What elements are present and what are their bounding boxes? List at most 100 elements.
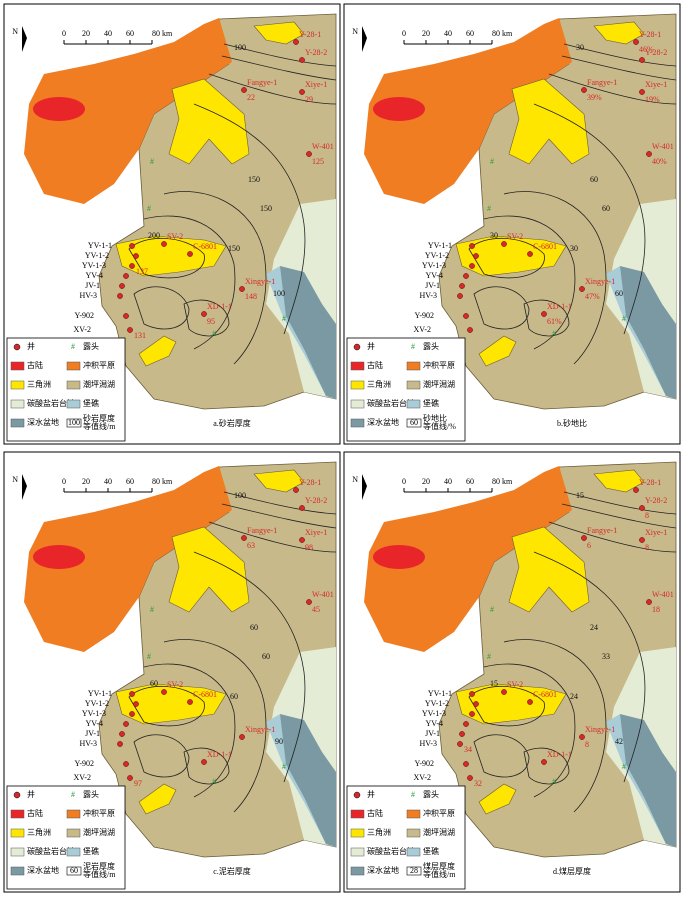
well-value: 32 bbox=[474, 779, 482, 788]
legend-label: 潮坪潟湖 bbox=[423, 379, 455, 389]
legend-swatch bbox=[350, 380, 365, 390]
scale-label: 60 bbox=[466, 477, 474, 486]
well bbox=[161, 689, 167, 695]
well-name: JV-1 bbox=[425, 729, 440, 738]
legend-outcrop: # bbox=[71, 342, 75, 351]
well bbox=[201, 311, 207, 317]
well-value: 39% bbox=[587, 93, 602, 102]
well bbox=[127, 327, 133, 333]
contour-label: 100 bbox=[234, 491, 246, 500]
contour-label: 15 bbox=[490, 679, 498, 688]
well bbox=[129, 691, 135, 697]
well bbox=[581, 87, 587, 93]
well-name: W-401 bbox=[312, 142, 334, 151]
well bbox=[123, 761, 129, 767]
well bbox=[463, 273, 469, 279]
well-name: SV-2 bbox=[507, 232, 523, 241]
well-name: YV-4 bbox=[426, 719, 443, 728]
well-name: Fangye-1 bbox=[587, 526, 617, 535]
well-name: Y-28-1 bbox=[639, 478, 661, 487]
well-name: Y-902 bbox=[74, 759, 94, 768]
well-value: 148 bbox=[245, 292, 257, 301]
well-value: 47% bbox=[585, 292, 600, 301]
well bbox=[639, 57, 645, 63]
legend-label: 古陆 bbox=[367, 360, 383, 370]
well bbox=[299, 57, 305, 63]
legend-label: 三角洲 bbox=[367, 379, 391, 389]
well-value: 8 bbox=[585, 740, 589, 749]
well bbox=[306, 151, 312, 157]
well bbox=[501, 241, 507, 247]
well bbox=[239, 734, 245, 740]
well bbox=[129, 711, 135, 717]
legend-swatch bbox=[10, 866, 25, 876]
well-name: JV-1 bbox=[85, 729, 100, 738]
panel: N 0 20 40 60 80 km # # # #100 60 60 60 90 60 Y-28-1 Y-28… bbox=[3, 451, 341, 893]
well-name: XV-2 bbox=[74, 773, 91, 782]
well bbox=[123, 721, 129, 727]
well-name: HV-3 bbox=[420, 291, 437, 300]
well-name: XV-2 bbox=[414, 325, 431, 334]
legend-swatch bbox=[350, 809, 365, 819]
legend-label: 冲积平原 bbox=[423, 360, 455, 370]
legend-label: 砂岩厚度 bbox=[83, 413, 115, 423]
legend-well bbox=[13, 343, 21, 351]
legend-label: 露头 bbox=[423, 789, 439, 799]
legend-box bbox=[346, 337, 466, 442]
well-name: Fangye-1 bbox=[587, 78, 617, 87]
well-name: C-6801 bbox=[533, 690, 557, 699]
scale-label: 80 km bbox=[492, 29, 513, 38]
legend-swatch bbox=[10, 847, 25, 857]
well-name: YV-1-2 bbox=[425, 699, 449, 708]
legend-label: 潮坪潟湖 bbox=[83, 379, 115, 389]
well bbox=[463, 721, 469, 727]
legend-swatch bbox=[66, 847, 81, 857]
well-name: Xiye-1 bbox=[305, 528, 327, 537]
contour-label: 15 bbox=[576, 491, 584, 500]
outcrop: # bbox=[212, 777, 216, 786]
legend-swatch bbox=[66, 399, 81, 409]
legend-label: 三角洲 bbox=[367, 827, 391, 837]
north-arrow bbox=[22, 26, 27, 52]
legend-isoline-value: 28 bbox=[410, 866, 418, 875]
well-value: 8 bbox=[645, 511, 649, 520]
legend-label: 深水盆地 bbox=[27, 865, 59, 875]
well bbox=[541, 759, 547, 765]
legend-label: 井 bbox=[367, 789, 375, 799]
well bbox=[463, 761, 469, 767]
well-value: 98 bbox=[305, 543, 313, 552]
well bbox=[241, 87, 247, 93]
well bbox=[646, 599, 652, 605]
well-name: YV-1-3 bbox=[82, 709, 106, 718]
north-arrow bbox=[22, 474, 27, 500]
contour-label: 90 bbox=[275, 737, 283, 746]
well bbox=[161, 241, 167, 247]
scale-label: 40 bbox=[104, 477, 112, 486]
well-name: YV-1-1 bbox=[88, 689, 112, 698]
outcrop: # bbox=[150, 605, 154, 614]
well-name: SV-2 bbox=[167, 232, 183, 241]
legend-swatch bbox=[350, 361, 365, 371]
well bbox=[293, 487, 299, 493]
outcrop: # bbox=[212, 329, 216, 338]
outcrop: # bbox=[147, 204, 151, 213]
legend-isoline-value: 60 bbox=[70, 866, 78, 875]
legend-outcrop: # bbox=[411, 790, 415, 799]
well-name: YV-1-1 bbox=[428, 241, 452, 250]
well-name: YV-1-1 bbox=[88, 241, 112, 250]
scale-label: 0 bbox=[402, 477, 406, 486]
well bbox=[299, 89, 305, 95]
panel-caption: d.煤层厚度 bbox=[553, 866, 591, 876]
well bbox=[646, 151, 652, 157]
well bbox=[639, 505, 645, 511]
well-name: YV-1-3 bbox=[422, 261, 446, 270]
contour-label: 100 bbox=[234, 43, 246, 52]
well-value: 18 bbox=[652, 605, 660, 614]
well bbox=[469, 711, 475, 717]
well-name: XD-1-1 bbox=[207, 750, 232, 759]
legend-label: 堡礁 bbox=[83, 398, 99, 408]
panel: N 0 20 40 60 80 km # # # #15 24 24 33 42 15 Y-28-1 Y-28-… bbox=[343, 451, 681, 893]
legend-label: 冲积平原 bbox=[83, 360, 115, 370]
outcrop: # bbox=[487, 652, 491, 661]
well-value: 95 bbox=[207, 317, 215, 326]
